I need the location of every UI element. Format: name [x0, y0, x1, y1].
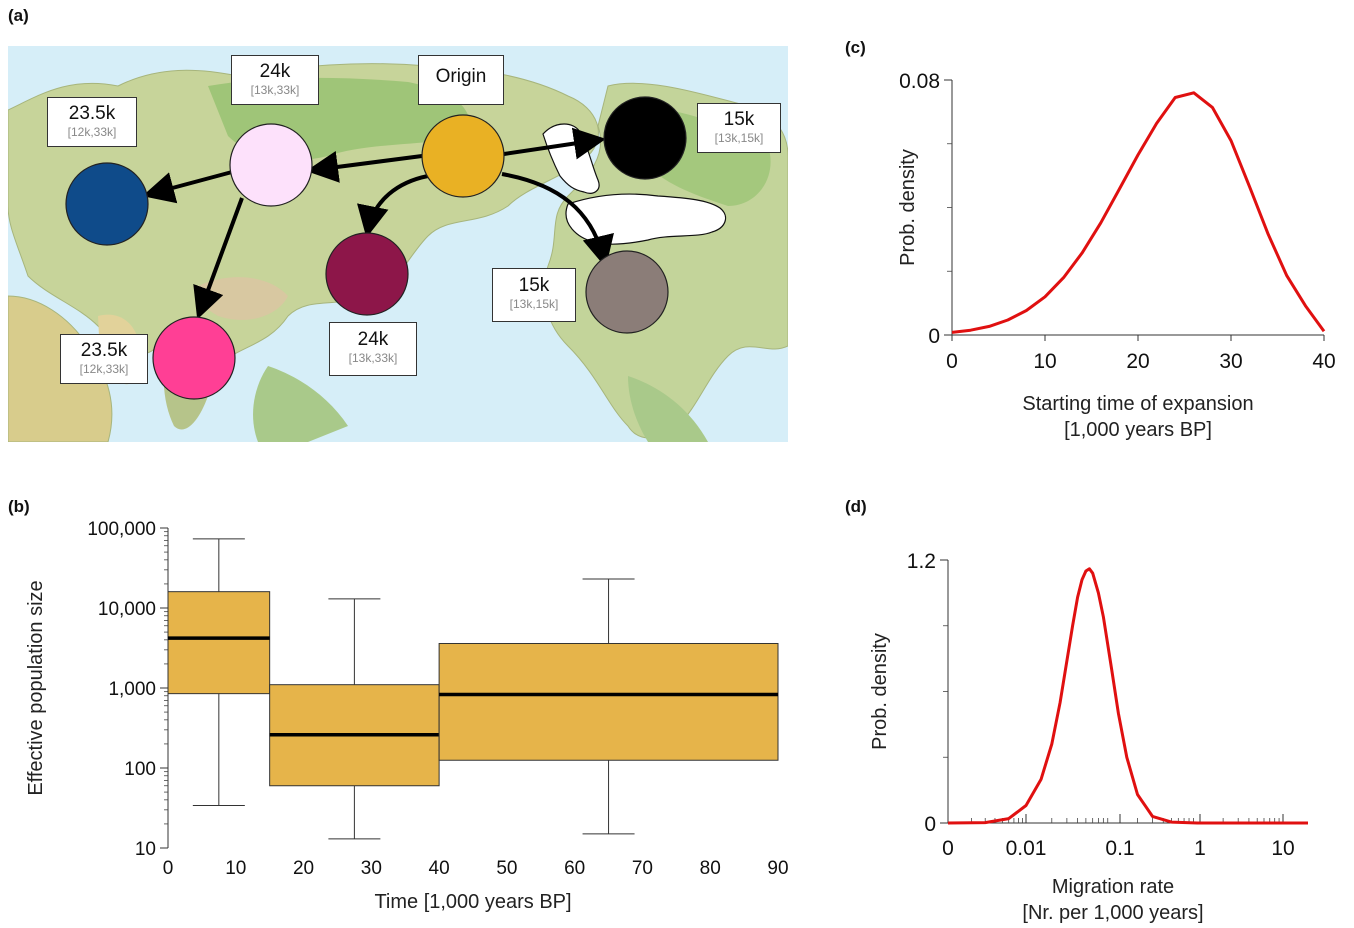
y-axis-label: Prob. density [897, 149, 919, 266]
x-tick-label: 10 [1033, 350, 1056, 373]
label-box-europe: 23.5k [12k,33k] [47, 97, 137, 147]
x-axis-label: [1,000 years BP] [1064, 419, 1212, 441]
map-canvas [8, 46, 788, 442]
arrow-origin-to-north-asia [306, 151, 423, 183]
y-tick-label: 100 [124, 759, 156, 780]
x-tick-label: 1 [1194, 837, 1206, 860]
density-curve [947, 567, 1308, 825]
panel-label-b: (b) [8, 497, 30, 516]
x-tick-label: 0 [163, 858, 174, 879]
arrow-north-asia-to-europe [142, 170, 233, 204]
x-tick-label: 40 [1312, 350, 1335, 373]
y-tick-label: 1,000 [108, 679, 156, 700]
interval-america: [13k,15k] [509, 297, 559, 311]
panel-label-a: (a) [8, 6, 29, 25]
x-tick-label: 70 [632, 858, 653, 879]
y-tick-label: 1.2 [907, 550, 936, 573]
origin-label-box: Origin [418, 55, 504, 105]
label-box-america: 15k [13k,15k] [492, 268, 576, 322]
node-america [585, 250, 669, 334]
x-tick-label: 0.1 [1105, 837, 1134, 860]
x-tick-label: 20 [293, 858, 314, 879]
y-axis-label: Prob. density [869, 633, 891, 750]
node-europe [65, 162, 149, 246]
origin-label: Origin [435, 66, 487, 87]
arrow-origin-to-east-asia [357, 174, 429, 238]
x-tick-label: 40 [429, 858, 450, 879]
box-3 [438, 642, 779, 761]
y-tick-label: 100,000 [87, 519, 156, 540]
interval-north-asia: [13k,33k] [250, 83, 300, 97]
chart-c-density: 0 0.08 0 10 20 30 40 Starting time of expansion… [897, 70, 1336, 441]
landmass-southeast-asia [253, 366, 348, 442]
migration-map [8, 46, 788, 442]
arrow-north-asia-to-south-asia [193, 197, 244, 320]
label-box-north-asia: 24k [13k,33k] [231, 55, 319, 105]
x-tick-label: 80 [700, 858, 721, 879]
y-tick-label: 10 [135, 839, 156, 860]
time-america: 15k [518, 275, 550, 296]
panel-label-c: (c) [845, 38, 866, 57]
y-tick-label: 0 [924, 813, 936, 836]
landmass-central-america [628, 376, 708, 442]
arrow-origin-to-america [501, 172, 614, 268]
x-tick-label: 60 [564, 858, 585, 879]
x-tick-label: 0 [946, 350, 958, 373]
y-tick-label: 0 [928, 325, 940, 348]
label-box-east-asia: 24k [13k,33k] [329, 322, 417, 376]
x-tick-label: 0.01 [1006, 837, 1047, 860]
time-east-asia: 24k [357, 329, 389, 350]
x-tick-label: 0 [942, 837, 954, 860]
node-beringia [603, 96, 687, 180]
time-south-asia: 23.5k [80, 340, 128, 361]
x-tick-label: 10 [225, 858, 246, 879]
x-axis-label: Time [1,000 years BP] [374, 891, 571, 913]
x-axis-label: Migration rate [1052, 876, 1174, 898]
y-axis-label: Effective population size [25, 580, 47, 795]
label-box-beringia: 15k [13k,15k] [697, 103, 781, 153]
y-tick-label: 10,000 [98, 599, 156, 620]
x-tick-label: 90 [767, 858, 788, 879]
x-tick-label: 20 [1126, 350, 1149, 373]
interval-east-asia: [13k,33k] [348, 351, 398, 365]
x-tick-label: 30 [361, 858, 382, 879]
y-tick-label: 0.08 [899, 70, 940, 93]
x-tick-label: 50 [496, 858, 517, 879]
x-axis-label: Starting time of expansion [1022, 393, 1253, 415]
label-box-south-asia: 23.5k [12k,33k] [60, 334, 148, 384]
interval-south-asia: [12k,33k] [79, 362, 129, 376]
interval-europe: [12k,33k] [67, 125, 117, 139]
density-curve [951, 91, 1326, 334]
panel-label-d: (d) [845, 497, 867, 516]
x-tick-label: 30 [1219, 350, 1242, 373]
x-axis-label: [Nr. per 1,000 years] [1022, 902, 1203, 924]
box-1 [167, 591, 271, 695]
time-beringia: 15k [723, 109, 755, 130]
node-south-asia [152, 316, 236, 400]
interval-beringia: [13k,15k] [714, 131, 764, 145]
chart-d-density: 0 1.2 0 0.01 0.1 1 10 Migration rate [Nr. per 1,… [869, 550, 1308, 924]
time-north-asia: 24k [259, 61, 291, 82]
x-tick-label: 10 [1271, 837, 1294, 860]
node-origin [421, 114, 505, 198]
arrow-origin-to-beringia [503, 127, 606, 160]
time-europe: 23.5k [68, 103, 116, 124]
node-north-asia [229, 123, 313, 207]
node-east-asia [325, 232, 409, 316]
chart-b-boxplot: 10 100 1,000 10,000 100,000 0 10 20 30 40 50 60 70 80… [25, 519, 789, 913]
